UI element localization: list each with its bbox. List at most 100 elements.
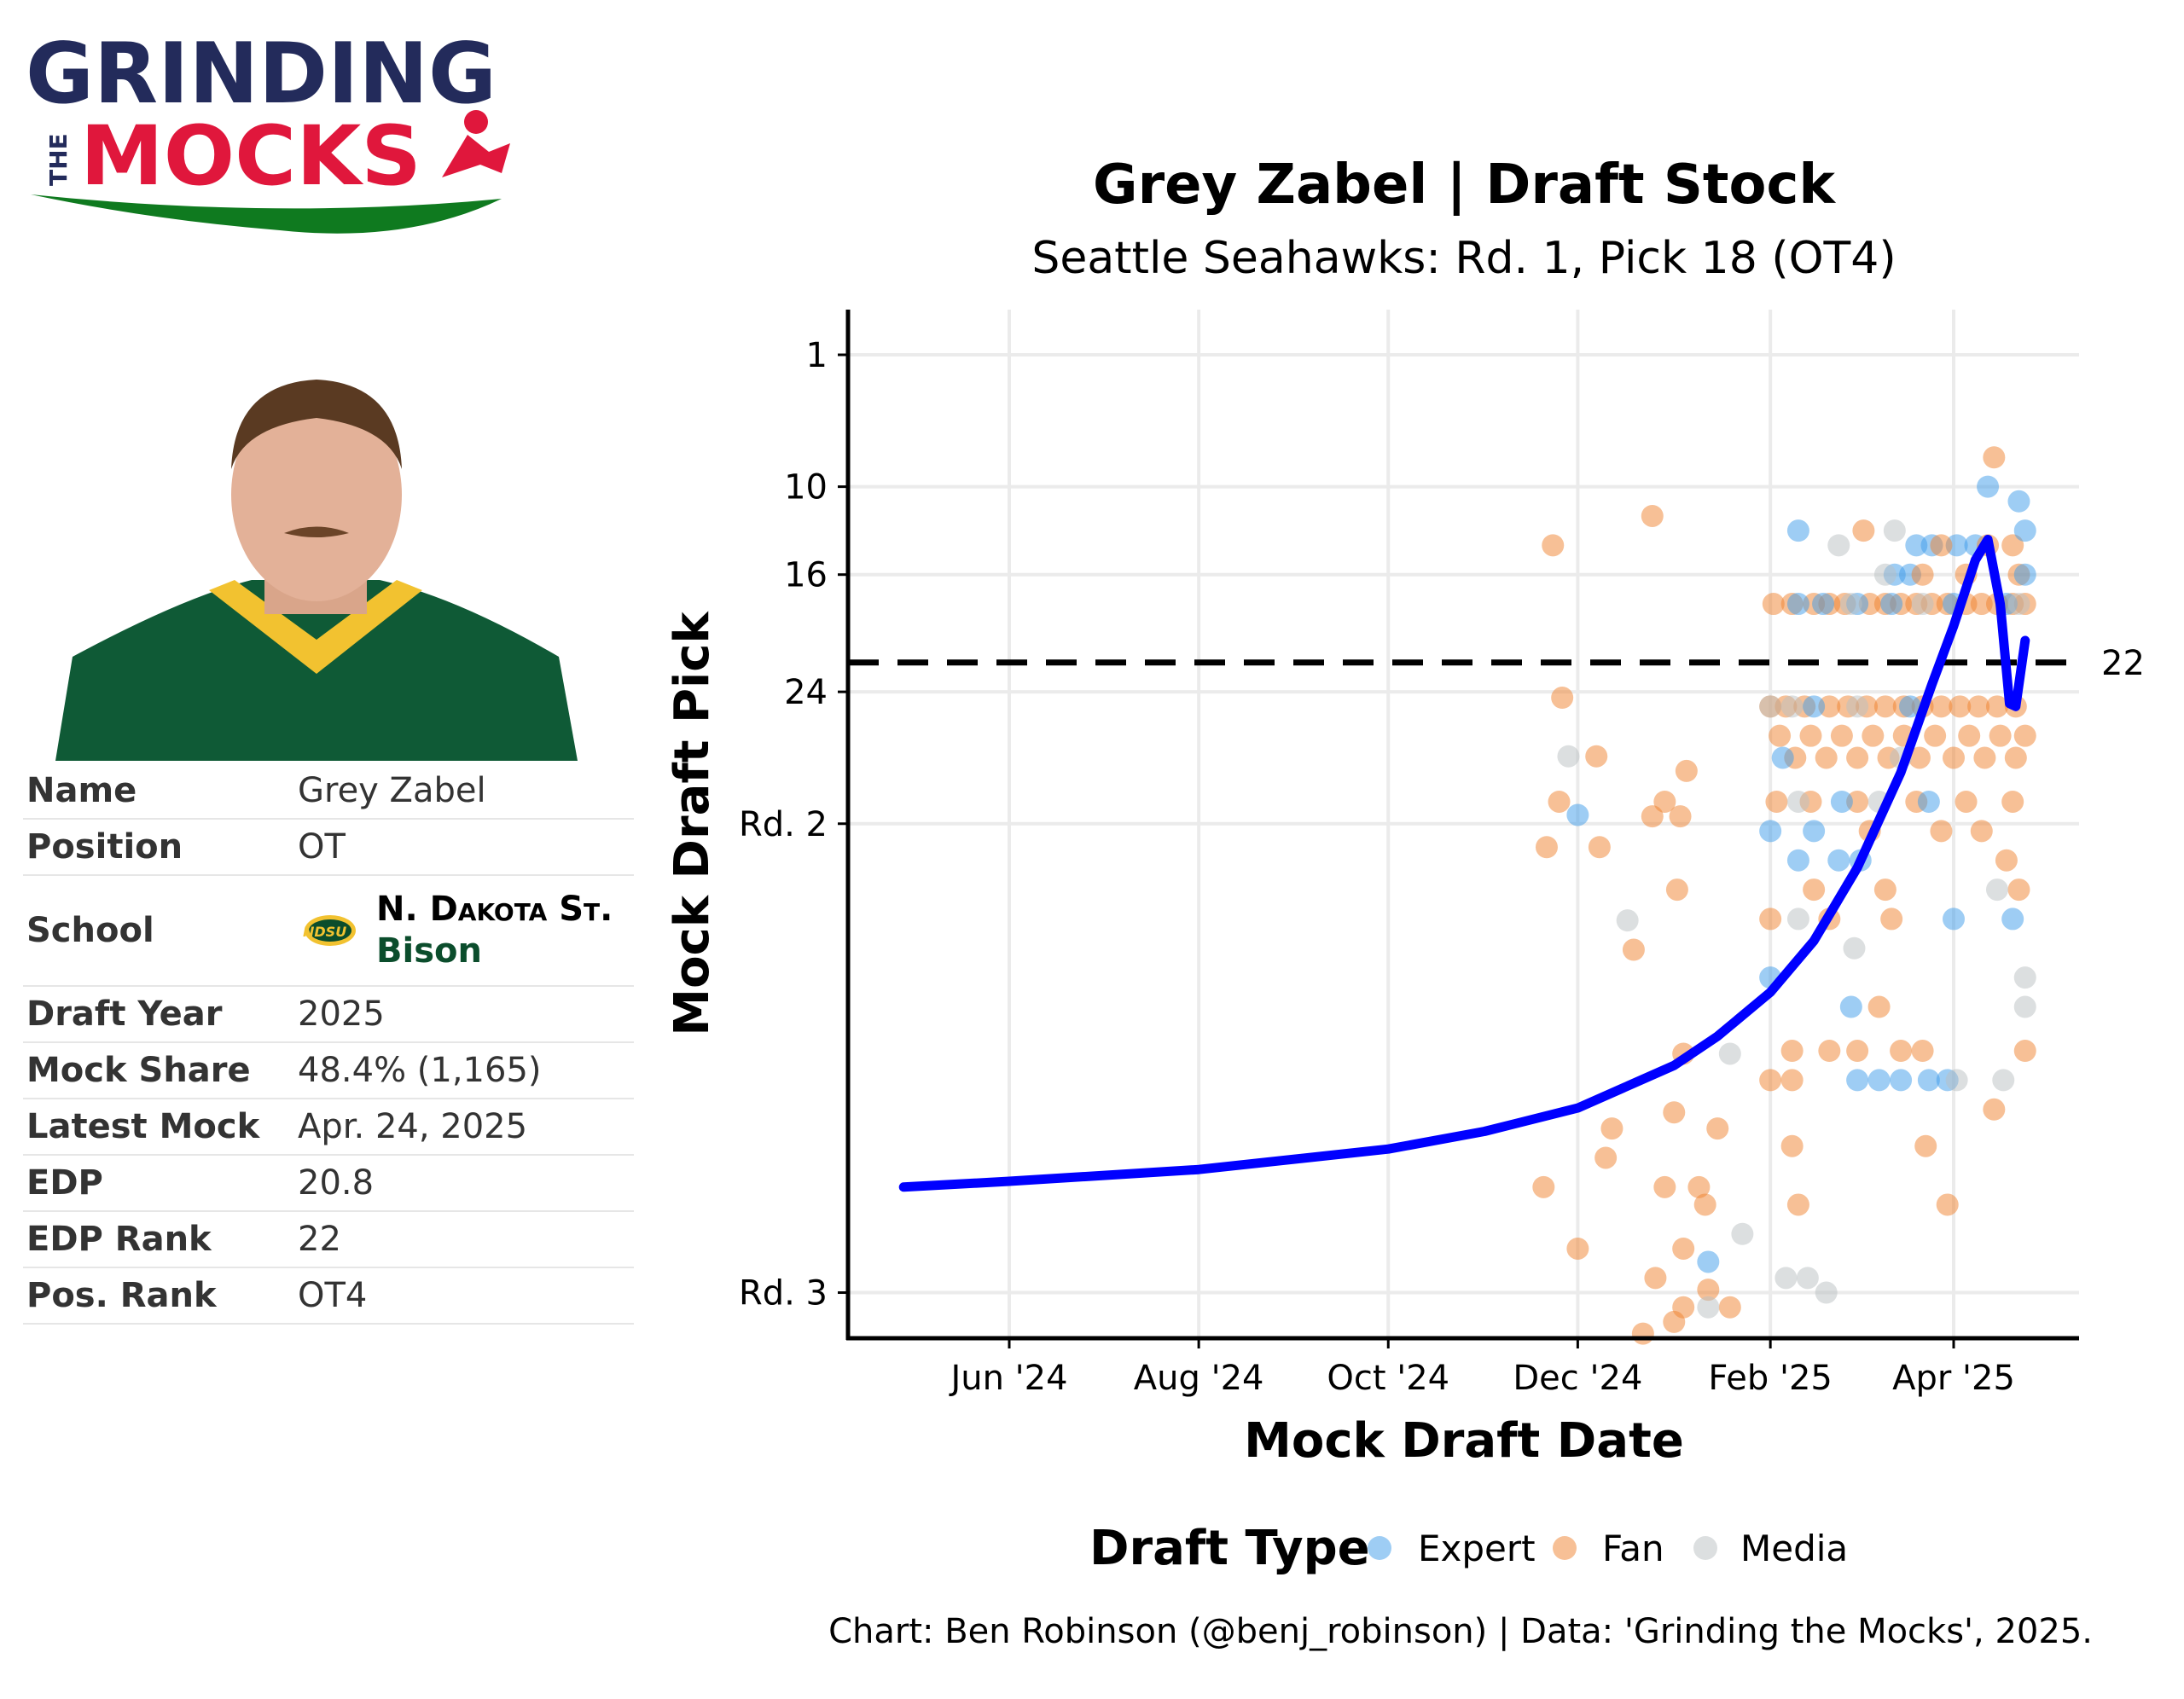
point-expert bbox=[1899, 695, 1922, 718]
point-media bbox=[1873, 563, 1896, 586]
point-fan bbox=[1693, 1193, 1716, 1216]
svg-text:NDSU: NDSU bbox=[303, 924, 346, 940]
point-fan bbox=[1989, 724, 2012, 747]
x-tick-label: Feb '25 bbox=[1708, 1359, 1832, 1398]
info-row: Latest Mock Apr. 24, 2025 bbox=[23, 1099, 634, 1156]
point-fan bbox=[1803, 878, 1826, 902]
point-fan bbox=[1759, 907, 1782, 931]
point-fan bbox=[1585, 745, 1608, 768]
point-media bbox=[1786, 790, 1809, 813]
y-tick-label: Rd. 2 bbox=[739, 805, 828, 844]
point-fan bbox=[1846, 790, 1869, 813]
point-fan bbox=[1718, 1296, 1741, 1319]
chart-subtitle: Seattle Seahawks: Rd. 1, Pick 18 (OT4) bbox=[1031, 233, 1896, 284]
point-media bbox=[1992, 1069, 2015, 1092]
point-fan bbox=[1818, 1040, 1841, 1063]
point-media bbox=[1827, 534, 1850, 557]
point-fan bbox=[1815, 746, 1838, 769]
point-fan bbox=[1958, 724, 1981, 747]
point-fan bbox=[1697, 1279, 1720, 1302]
point-media bbox=[1911, 593, 1934, 616]
point-fan bbox=[1622, 938, 1645, 961]
point-fan bbox=[1983, 446, 2006, 469]
point-fan bbox=[1983, 1098, 2006, 1121]
legend: Draft Type Expert Fan Media bbox=[1089, 1521, 1848, 1576]
info-value: OT bbox=[294, 819, 634, 876]
point-fan bbox=[1759, 1069, 1782, 1092]
x-tick-label: Oct '24 bbox=[1327, 1359, 1449, 1398]
point-media bbox=[2013, 995, 2036, 1018]
point-fan bbox=[1867, 995, 1891, 1018]
point-media bbox=[1774, 1267, 1798, 1290]
point-fan bbox=[1551, 687, 1574, 710]
point-expert bbox=[1917, 1069, 1940, 1092]
info-key: EDP bbox=[23, 1155, 294, 1212]
info-row: Name Grey Zabel bbox=[23, 763, 634, 820]
point-fan bbox=[1663, 1101, 1686, 1124]
point-fan bbox=[1762, 593, 1785, 616]
y-tick-label: Rd. 3 bbox=[739, 1274, 828, 1313]
point-expert bbox=[1759, 820, 1782, 843]
reference-line-label: 22 bbox=[2101, 644, 2145, 683]
point-expert bbox=[2001, 907, 2024, 931]
point-fan bbox=[1653, 1175, 1676, 1198]
point-fan bbox=[1908, 746, 1931, 769]
player-info-table: Name Grey Zabel Position OT School NDSU N. Dak… bbox=[23, 763, 634, 1325]
point-fan bbox=[1542, 534, 1565, 557]
chart-caption: Chart: Ben Robinson (@benj_robinson) | D… bbox=[828, 1612, 2093, 1651]
point-fan bbox=[1818, 695, 1841, 718]
point-fan bbox=[1973, 746, 1996, 769]
point-expert bbox=[1827, 849, 1850, 872]
point-expert bbox=[1890, 1069, 1913, 1092]
player-photo bbox=[55, 367, 578, 761]
point-expert bbox=[2013, 563, 2036, 586]
school-cell: NDSU N. Dakota St. Bison bbox=[294, 875, 634, 987]
point-fan bbox=[1930, 820, 1953, 843]
point-fan bbox=[1588, 836, 1611, 859]
school-mascot: Bison bbox=[376, 931, 482, 971]
info-key: Mock Share bbox=[23, 1042, 294, 1099]
point-fan bbox=[1675, 759, 1698, 782]
point-media bbox=[1731, 1222, 1754, 1245]
point-expert bbox=[1867, 1069, 1891, 1092]
point-expert bbox=[1697, 1250, 1720, 1273]
point-media bbox=[1759, 695, 1782, 718]
point-fan bbox=[1672, 1237, 1695, 1260]
axes: Jun '24 Aug '24 Oct '24 Dec '24 Feb '25 Apr '… bbox=[739, 310, 2079, 1398]
info-value: Apr. 24, 2025 bbox=[294, 1099, 634, 1156]
info-row: Draft Year 2025 bbox=[23, 986, 634, 1043]
point-expert bbox=[1830, 790, 1853, 813]
point-expert bbox=[1786, 849, 1809, 872]
point-expert bbox=[1917, 790, 1940, 813]
point-media bbox=[1796, 1267, 1819, 1290]
point-expert bbox=[1905, 534, 1928, 557]
point-fan bbox=[1786, 1193, 1809, 1216]
point-fan bbox=[1967, 695, 1990, 718]
info-key: Position bbox=[23, 819, 294, 876]
point-fan bbox=[1873, 695, 1896, 718]
point-fan bbox=[1672, 1296, 1695, 1319]
point-fan bbox=[1911, 1040, 1934, 1063]
point-media bbox=[1815, 1281, 1838, 1304]
point-fan bbox=[1985, 695, 2008, 718]
point-fan bbox=[1890, 1040, 1913, 1063]
info-value: 22 bbox=[294, 1211, 634, 1268]
point-expert bbox=[1786, 519, 1809, 542]
point-fan bbox=[1930, 695, 1953, 718]
point-expert bbox=[1943, 907, 1965, 931]
point-expert bbox=[1566, 803, 1589, 826]
point-fan bbox=[1862, 724, 1885, 747]
y-tick-label: 16 bbox=[784, 556, 828, 595]
info-row: Mock Share 48.4% (1,165) bbox=[23, 1042, 634, 1099]
info-row: Pos. Rank OT4 bbox=[23, 1267, 634, 1325]
info-key: Latest Mock bbox=[23, 1099, 294, 1156]
point-fan bbox=[2001, 534, 2024, 557]
point-media bbox=[1843, 936, 1866, 960]
ndsu-bison-logo: NDSU bbox=[303, 915, 356, 946]
legend-swatch-media bbox=[1693, 1536, 1717, 1560]
info-key: EDP Rank bbox=[23, 1211, 294, 1268]
school-name: N. Dakota St. bbox=[376, 890, 613, 929]
point-fan bbox=[1641, 504, 1664, 527]
point-fan bbox=[1706, 1117, 1729, 1140]
